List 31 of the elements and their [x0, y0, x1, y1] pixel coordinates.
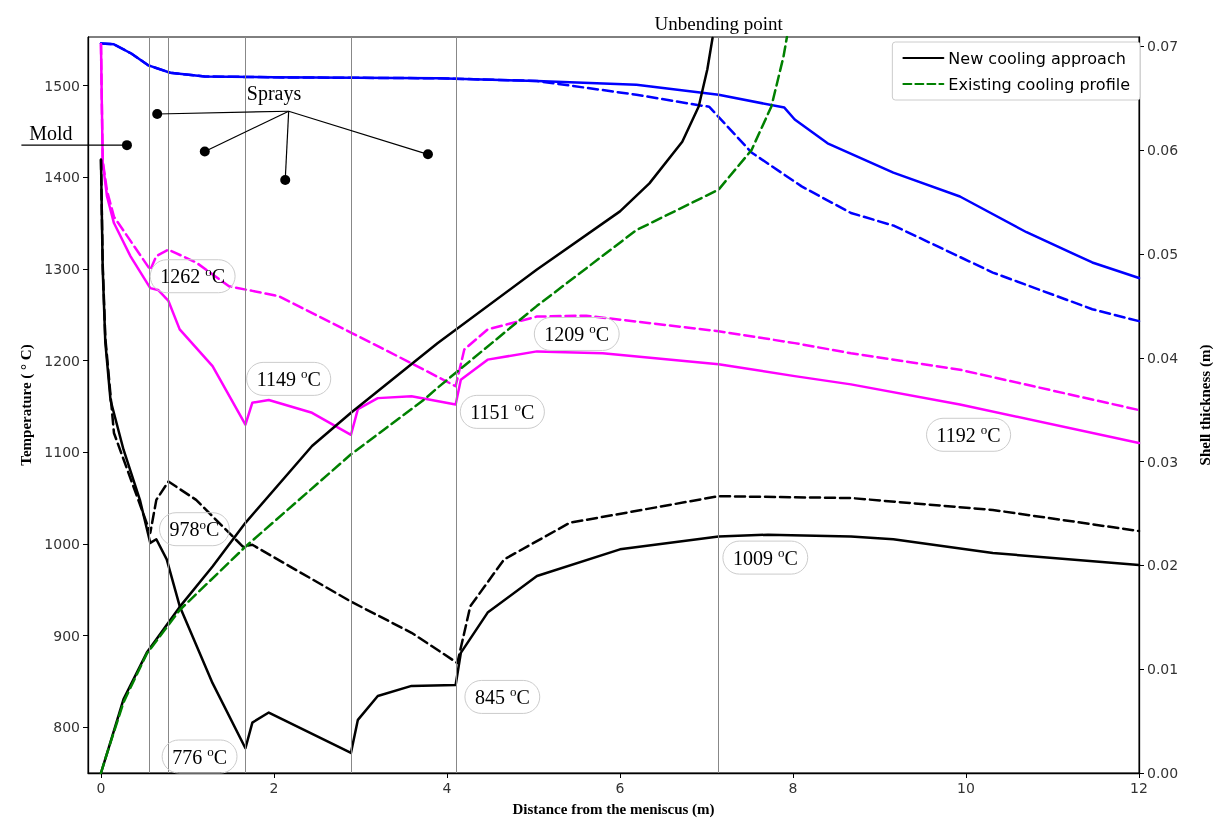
y2-tick-label: 0.02 [1147, 557, 1179, 574]
y-tick-label: 1100 [44, 444, 80, 461]
y-tick-label: 1300 [44, 260, 80, 277]
y2-tick-label: 0.06 [1147, 142, 1179, 159]
x-tick-label: 12 [1130, 780, 1148, 796]
text: Mold [29, 122, 73, 145]
y2-tick-label: 0.00 [1147, 765, 1179, 781]
x-tick-label: 8 [788, 780, 798, 796]
y2-tick-label: 0.01 [1147, 661, 1179, 678]
annotation: Sprays [246, 81, 302, 105]
y2-tick-label: 0.03 [1147, 453, 1179, 470]
y-tick-label: 1000 [44, 535, 80, 552]
y2-axis-title: Shell thickness (m) [1196, 344, 1214, 466]
y2-tick-label: 0.07 [1147, 38, 1179, 55]
y2-tick-label: 0.04 [1147, 349, 1179, 366]
y-tick-label: 800 [53, 719, 80, 736]
ref-line-label: Unbending point [654, 13, 784, 34]
x-tick-label: 2 [269, 780, 279, 796]
y2-tick-label: 0.05 [1147, 245, 1179, 262]
x-tick-label: 6 [615, 780, 625, 796]
x-axis-title: Distance from the meniscus (m) [512, 800, 715, 818]
y-axis-title: Temperature ( ° C) [17, 344, 35, 466]
x-tick-label: 0 [96, 780, 106, 796]
x-tick-label: 4 [442, 780, 452, 796]
legend-label: Existing cooling profile [948, 74, 1131, 94]
y-tick-label: 1200 [44, 352, 80, 369]
y-tick-label: 1500 [44, 77, 80, 94]
legend-label: New cooling approach [948, 48, 1126, 68]
x-tick-label: 10 [957, 780, 975, 796]
y-tick-label: 900 [53, 627, 80, 644]
y-tick-label: 1400 [44, 169, 80, 186]
